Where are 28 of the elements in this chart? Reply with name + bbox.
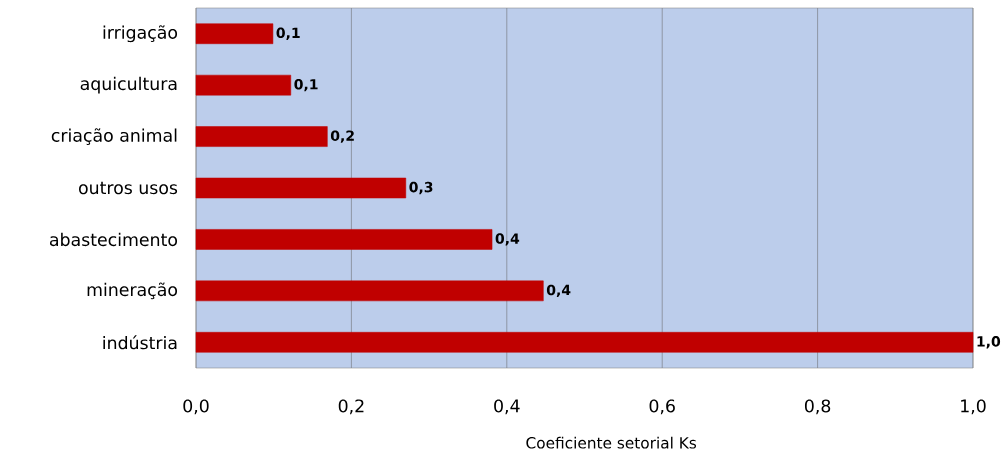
bar — [195, 229, 493, 250]
y-tick-label: indústria — [103, 335, 177, 350]
y-tick-label: abastecimento — [49, 232, 178, 247]
x-tick-label: 0,6 — [649, 399, 675, 415]
data-label: 0,1 — [294, 78, 318, 92]
x-tick-label: 0,2 — [338, 399, 364, 415]
bar — [195, 23, 274, 44]
x-tick-label: 0,4 — [494, 399, 520, 415]
x-tick-label: 0,0 — [183, 399, 209, 415]
data-label: 0,1 — [276, 27, 300, 40]
y-tick-label: irrigação — [103, 25, 178, 43]
bar — [195, 74, 292, 96]
data-label: 1,0 — [977, 336, 1001, 349]
data-label: 0,3 — [409, 181, 433, 195]
bar — [195, 126, 328, 147]
y-tick-label: criação animal — [51, 128, 177, 145]
y-tick-label: mineração — [87, 282, 178, 300]
x-tick-label: 0,8 — [804, 399, 831, 415]
y-tick-label: outros usos — [78, 181, 178, 195]
x-tick-label: 1,0 — [961, 399, 986, 415]
bar — [195, 332, 974, 353]
data-label: 0,4 — [546, 284, 571, 298]
x-axis-title: Coeficiente setorial Ks — [526, 436, 697, 449]
data-label: 0,4 — [495, 233, 520, 246]
bar — [195, 280, 544, 302]
bar — [195, 177, 407, 199]
y-tick-label: aquicultura — [80, 76, 177, 94]
data-label: 0,2 — [330, 130, 354, 143]
